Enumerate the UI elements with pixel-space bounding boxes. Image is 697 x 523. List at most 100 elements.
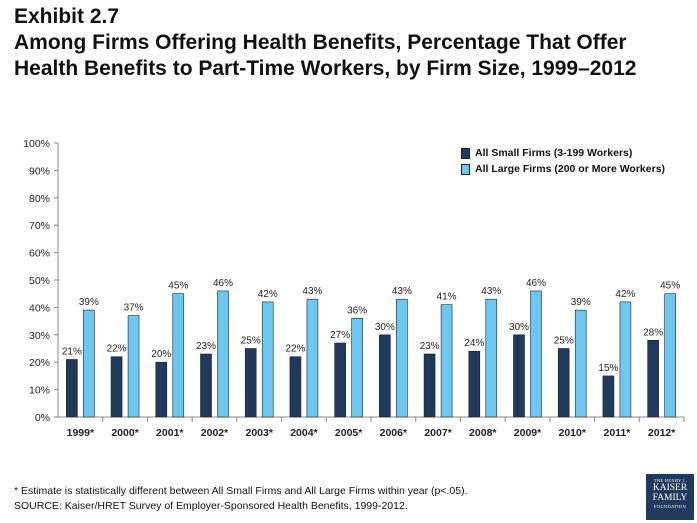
bar-large-firms	[261, 301, 274, 418]
footnote: * Estimate is statistically different be…	[14, 485, 468, 497]
bar-large-firms	[351, 318, 363, 418]
logo-line-1: THE HENRY J.	[653, 478, 687, 483]
bar-large-firms	[485, 298, 498, 418]
chart-title-line-2: Health Benefits to Part-Time Workers, by…	[14, 57, 637, 80]
bar-large-firms	[217, 290, 229, 418]
legend-swatch-large	[461, 163, 470, 175]
data-label-large-firms: 41%	[437, 292, 457, 303]
data-label-small-firms: 30%	[375, 322, 395, 333]
title-block: Exhibit 2.7 Among Firms Offering Health …	[14, 4, 694, 82]
bar-small-firms	[244, 348, 257, 418]
data-label-large-firms: 42%	[615, 289, 635, 300]
logo-line-2: KAISER	[652, 483, 688, 493]
data-label-small-firms: 22%	[107, 344, 127, 355]
bar-large-firms	[127, 315, 140, 418]
bar-small-firms	[66, 359, 78, 418]
legend-swatch-small	[461, 147, 470, 159]
x-category-label: 2010*	[558, 427, 586, 439]
bar-small-firms	[468, 350, 481, 418]
bar-large-firms	[440, 304, 453, 418]
x-category-label: 2011*	[603, 427, 631, 439]
bar-small-firms	[647, 339, 659, 418]
data-label-large-firms: 42%	[258, 289, 278, 300]
y-tick-label: 30%	[29, 330, 50, 342]
data-label-large-firms: 36%	[347, 305, 367, 316]
data-label-large-firms: 39%	[79, 297, 99, 308]
data-label-small-firms: 25%	[241, 336, 261, 347]
x-category-label: 1999*	[67, 427, 95, 439]
data-label-small-firms: 22%	[285, 344, 305, 355]
bar-large-firms	[172, 293, 185, 418]
x-category-label: 2000*	[111, 427, 139, 439]
legend-label-large: All Large Firms (200 or More Workers)	[475, 163, 666, 175]
y-tick-label: 0%	[35, 412, 50, 424]
bar-small-firms	[513, 334, 525, 418]
bar-small-firms	[155, 361, 168, 418]
bar-small-firms	[289, 356, 302, 418]
data-label-large-firms: 45%	[168, 281, 188, 292]
data-label-large-firms: 45%	[660, 281, 680, 292]
x-category-label: 2001*	[156, 427, 184, 439]
data-label-small-firms: 28%	[643, 327, 663, 338]
source-note: SOURCE: Kaiser/HRET Survey of Employer-S…	[14, 500, 408, 512]
y-tick-label: 80%	[29, 193, 50, 205]
data-label-large-firms: 43%	[392, 286, 412, 297]
x-category-label: 2012*	[648, 427, 676, 439]
x-category-label: 2005*	[335, 427, 363, 439]
bar-large-firms	[530, 290, 542, 418]
data-label-small-firms: 23%	[196, 341, 216, 352]
logo-line-3: FAMILY	[652, 493, 688, 503]
data-label-large-firms: 39%	[571, 297, 591, 308]
x-category-label: 2008*	[469, 427, 497, 439]
y-tick-label: 90%	[29, 165, 50, 177]
x-category-label: 2006*	[380, 427, 408, 439]
y-tick-label: 40%	[29, 302, 50, 314]
bar-large-firms	[396, 298, 408, 418]
legend-item-small: All Small Firms (3-199 Workers)	[461, 145, 665, 161]
data-label-large-firms: 43%	[302, 286, 322, 297]
bar-large-firms	[619, 301, 632, 418]
y-tick-label: 60%	[29, 248, 50, 260]
legend-item-large: All Large Firms (200 or More Workers)	[461, 161, 665, 177]
data-label-small-firms: 25%	[554, 336, 574, 347]
bar-small-firms	[423, 353, 436, 418]
data-label-large-firms: 43%	[481, 286, 501, 297]
data-label-large-firms: 37%	[124, 303, 144, 314]
bar-large-firms	[664, 293, 676, 418]
y-tick-label: 20%	[29, 357, 50, 369]
bar-small-firms	[379, 334, 391, 418]
bar-small-firms	[200, 353, 212, 418]
data-label-small-firms: 24%	[464, 338, 484, 349]
x-category-label: 2002*	[201, 427, 229, 439]
legend: All Small Firms (3-199 Workers) All Larg…	[461, 145, 665, 177]
x-category-label: 2007*	[424, 427, 452, 439]
bar-small-firms	[334, 342, 346, 418]
data-label-small-firms: 27%	[330, 330, 350, 341]
legend-label-small: All Small Firms (3-199 Workers)	[475, 147, 633, 159]
bar-small-firms	[110, 356, 123, 418]
bar-large-firms	[574, 309, 587, 418]
chart-title-line-1: Among Firms Offering Health Benefits, Pe…	[14, 31, 627, 54]
bar-small-firms	[602, 375, 615, 418]
x-category-label: 2003*	[245, 427, 273, 439]
data-label-small-firms: 21%	[62, 346, 82, 357]
y-tick-label: 10%	[29, 385, 50, 397]
y-tick-label: 100%	[23, 138, 50, 150]
data-label-large-firms: 46%	[526, 278, 546, 289]
footer: * Estimate is statistically different be…	[14, 484, 468, 514]
data-label-small-firms: 20%	[151, 349, 171, 360]
x-category-label: 2004*	[290, 427, 318, 439]
kaiser-logo: THE HENRY J. KAISER FAMILY FOUNDATION	[646, 474, 694, 520]
bar-small-firms	[557, 348, 570, 418]
x-category-label: 2009*	[514, 427, 542, 439]
data-label-small-firms: 30%	[509, 322, 529, 333]
data-label-small-firms: 23%	[420, 341, 440, 352]
logo-line-4: FOUNDATION	[654, 504, 686, 509]
y-tick-label: 70%	[29, 220, 50, 232]
y-tick-label: 50%	[29, 275, 50, 287]
data-label-large-firms: 46%	[213, 278, 233, 289]
data-label-small-firms: 15%	[598, 363, 618, 374]
bar-large-firms	[306, 298, 319, 418]
bar-large-firms	[83, 309, 95, 418]
